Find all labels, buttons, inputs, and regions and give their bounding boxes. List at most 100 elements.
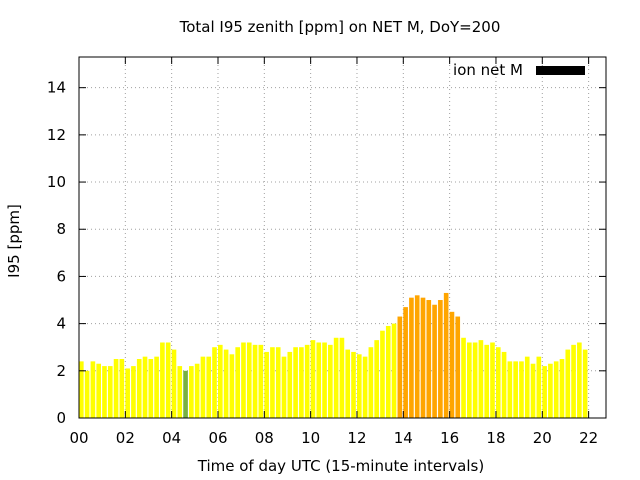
bar — [96, 363, 102, 418]
bar — [142, 356, 148, 418]
bar — [582, 349, 588, 418]
bar — [177, 366, 183, 418]
bar — [281, 356, 287, 418]
chart-title: Total I95 zenith [ppm] on NET M, DoY=200 — [179, 18, 501, 36]
bar — [102, 366, 107, 418]
bar — [438, 300, 443, 418]
x-tick-label: 20 — [533, 429, 552, 447]
legend: ion net M — [453, 61, 585, 79]
bar — [461, 337, 466, 418]
bar — [495, 347, 501, 418]
bar — [426, 300, 432, 418]
bar — [125, 368, 130, 418]
bar — [264, 351, 269, 418]
bar — [345, 349, 351, 418]
legend-label: ion net M — [453, 61, 523, 79]
y-axis-label: I95 [ppm] — [5, 204, 23, 278]
bar — [507, 361, 513, 418]
bar — [189, 366, 194, 418]
bar — [484, 344, 490, 418]
bar — [513, 361, 518, 418]
bar — [542, 366, 547, 418]
bar — [571, 344, 576, 418]
bar — [501, 351, 507, 418]
bar — [391, 323, 397, 418]
plot-frame — [78, 56, 607, 419]
bar — [536, 356, 542, 418]
bar — [131, 366, 136, 418]
bar — [565, 349, 571, 418]
bar — [356, 354, 362, 418]
x-tick-label: 14 — [394, 429, 413, 447]
legend-swatch — [536, 66, 585, 75]
bar — [79, 361, 84, 418]
y-tick-label: 0 — [56, 409, 66, 427]
bar — [183, 370, 188, 418]
bar — [333, 337, 339, 418]
x-tick-label: 06 — [208, 429, 227, 447]
bar — [420, 297, 426, 418]
bars — [79, 292, 588, 418]
bar — [246, 342, 252, 418]
bar — [287, 351, 293, 418]
bar — [414, 295, 420, 418]
x-tick-label: 00 — [69, 429, 88, 447]
bar — [229, 354, 235, 418]
bar — [148, 359, 154, 418]
bar — [397, 316, 403, 418]
bar — [409, 297, 414, 418]
bar — [217, 344, 223, 418]
bar — [490, 342, 495, 418]
bar — [472, 342, 478, 418]
bar — [304, 344, 310, 418]
bar — [524, 356, 530, 418]
bar — [119, 359, 125, 418]
bar — [432, 304, 437, 418]
bar — [339, 337, 345, 418]
y-tick-labels: 0 2 4 6 8 10 12 14 — [47, 79, 66, 427]
bar — [223, 349, 229, 418]
bar — [107, 366, 113, 418]
x-tick-label: 18 — [486, 429, 505, 447]
bar — [136, 359, 142, 418]
bar — [374, 340, 379, 418]
bar — [443, 292, 449, 418]
x-tick-label: 10 — [301, 429, 320, 447]
bar — [553, 361, 559, 418]
bar — [171, 349, 177, 418]
x-tick-label: 02 — [116, 429, 135, 447]
bar — [362, 356, 368, 418]
x-tick-labels: 00 02 04 06 08 10 12 14 16 18 20 22 — [69, 429, 598, 447]
bar — [559, 359, 565, 418]
y-tick-label: 12 — [47, 126, 66, 144]
bar — [90, 361, 96, 418]
bar — [113, 359, 119, 418]
bar — [316, 342, 322, 418]
bar — [160, 342, 165, 418]
bar — [449, 311, 455, 418]
x-axis-label: Time of day UTC (15-minute intervals) — [197, 457, 484, 475]
bar — [403, 307, 408, 418]
bar — [380, 330, 385, 418]
axis-ticks — [78, 57, 606, 419]
bar — [478, 340, 484, 418]
bar — [275, 347, 281, 418]
bar — [455, 316, 461, 418]
bar — [368, 347, 374, 418]
y-tick-label: 8 — [56, 220, 66, 238]
bar — [241, 342, 246, 418]
bar — [206, 356, 212, 418]
bar — [235, 347, 240, 418]
bar — [154, 356, 159, 418]
y-tick-label: 4 — [56, 315, 66, 333]
y-tick-label: 14 — [47, 79, 66, 97]
grid-lines — [79, 57, 606, 418]
bar — [252, 344, 258, 418]
bar — [270, 347, 275, 418]
bar — [530, 363, 536, 418]
x-tick-label: 12 — [347, 429, 366, 447]
y-tick-label: 10 — [47, 173, 66, 191]
x-tick-label: 22 — [579, 429, 598, 447]
bar — [310, 340, 316, 418]
